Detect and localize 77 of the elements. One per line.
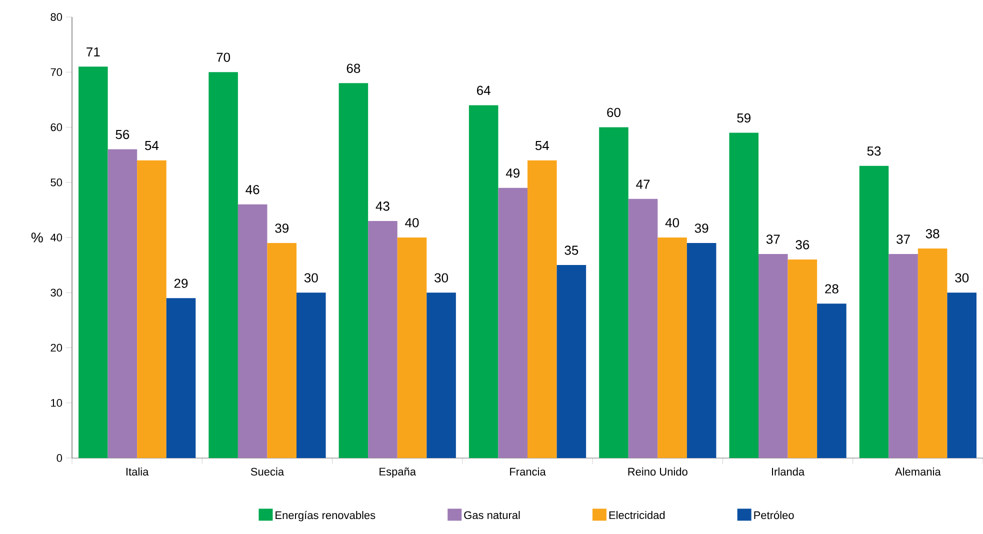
legend-label: Electricidad — [609, 510, 665, 520]
y-tick-label: 80 — [50, 13, 62, 21]
bar — [528, 160, 557, 458]
data-label: 38 — [926, 229, 940, 238]
data-label: 43 — [376, 202, 390, 211]
bar — [888, 254, 918, 458]
x-tick-label: Francia — [510, 468, 546, 476]
data-label: 54 — [535, 141, 549, 150]
x-tick-label: Italia — [126, 468, 149, 476]
bar — [498, 188, 528, 458]
bar — [78, 66, 108, 458]
bar — [137, 160, 166, 458]
bar — [338, 83, 368, 458]
bar — [208, 72, 238, 458]
bar — [859, 166, 889, 458]
data-label: 28 — [825, 284, 838, 294]
y-axis-title: % — [31, 232, 43, 242]
bar — [108, 149, 138, 458]
data-label: 47 — [636, 180, 650, 189]
data-label: 70 — [216, 52, 230, 62]
y-tick-label: 10 — [51, 398, 62, 407]
data-label: 59 — [737, 113, 750, 123]
bar — [296, 292, 326, 458]
data-label: 60 — [607, 108, 620, 118]
y-tick-label: 60 — [50, 123, 62, 132]
x-tick-label: Irlanda — [772, 468, 805, 476]
data-label: 68 — [346, 64, 360, 73]
data-label: 40 — [405, 218, 419, 228]
data-label: 36 — [796, 240, 810, 250]
data-label: 29 — [174, 278, 188, 288]
bar — [238, 204, 268, 458]
data-label: 39 — [275, 224, 288, 233]
x-tick-label: Alemania — [895, 468, 941, 476]
data-label: 71 — [86, 47, 100, 56]
y-tick-label: 40 — [50, 234, 62, 242]
bar — [788, 260, 818, 458]
x-tick-label: Reino Unido — [628, 468, 688, 476]
data-label: 30 — [304, 273, 318, 282]
bar — [817, 304, 846, 458]
data-label: 30 — [955, 273, 969, 282]
bar — [368, 220, 398, 458]
y-tick-label: 70 — [50, 68, 62, 76]
data-label: 39 — [694, 224, 708, 233]
bar — [758, 254, 788, 458]
bar — [729, 132, 759, 458]
y-tick-label: 50 — [50, 178, 62, 186]
bar — [468, 105, 498, 458]
bar — [628, 198, 658, 458]
bar — [166, 298, 196, 458]
data-label: 35 — [564, 246, 578, 255]
y-tick-label: 0 — [56, 454, 62, 462]
data-label: 37 — [766, 234, 780, 244]
legend-label: Energías renovables — [276, 510, 376, 522]
bar — [397, 237, 427, 458]
bar — [947, 292, 976, 458]
data-label: 37 — [896, 234, 910, 244]
data-label: 56 — [116, 130, 130, 140]
legend-label: Petróleo — [754, 510, 794, 520]
data-label: 53 — [867, 146, 881, 156]
y-tick-label: 30 — [50, 288, 62, 297]
data-label: 46 — [246, 185, 260, 194]
data-label: 30 — [434, 273, 448, 282]
bar — [658, 237, 687, 458]
y-tick-label: 20 — [50, 344, 62, 352]
x-tick-label: Suecia — [250, 468, 284, 476]
data-label: 49 — [506, 168, 520, 178]
bar — [599, 127, 628, 458]
bar — [267, 243, 296, 458]
bar — [426, 292, 456, 458]
bar — [556, 265, 586, 458]
data-label: 64 — [477, 86, 490, 95]
x-tick-label: España — [380, 468, 416, 478]
legend-label: Gas natural — [464, 510, 520, 520]
data-label: 54 — [145, 141, 159, 150]
data-label: 40 — [665, 218, 680, 228]
bar — [686, 243, 716, 458]
bar — [918, 248, 948, 458]
